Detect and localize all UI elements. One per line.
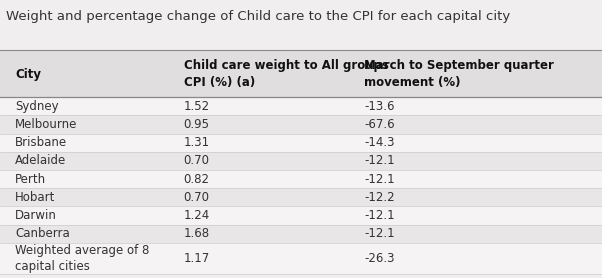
Text: Sydney: Sydney xyxy=(15,100,58,113)
Text: 0.70: 0.70 xyxy=(184,191,209,204)
Bar xyxy=(0,115,602,134)
Text: 1.24: 1.24 xyxy=(184,209,210,222)
Text: City: City xyxy=(15,68,41,81)
Text: -26.3: -26.3 xyxy=(364,252,395,265)
Text: Perth: Perth xyxy=(15,173,46,186)
Bar xyxy=(0,243,602,274)
Text: -13.6: -13.6 xyxy=(364,100,395,113)
Bar xyxy=(0,134,602,152)
Text: Hobart: Hobart xyxy=(15,191,55,204)
Text: March to September quarter
movement (%): March to September quarter movement (%) xyxy=(364,59,554,89)
Text: -12.1: -12.1 xyxy=(364,227,395,240)
Bar xyxy=(0,170,602,188)
Text: 1.52: 1.52 xyxy=(184,100,209,113)
Text: -14.3: -14.3 xyxy=(364,136,395,149)
Text: Canberra: Canberra xyxy=(15,227,70,240)
Text: -67.6: -67.6 xyxy=(364,118,395,131)
Text: -12.2: -12.2 xyxy=(364,191,395,204)
Text: Weighted average of 8
capital cities: Weighted average of 8 capital cities xyxy=(15,244,149,273)
Text: 0.70: 0.70 xyxy=(184,155,209,168)
Text: -12.1: -12.1 xyxy=(364,173,395,186)
Text: Child care weight to All groups
CPI (%) (a): Child care weight to All groups CPI (%) … xyxy=(184,59,388,89)
Bar xyxy=(0,152,602,170)
Text: 1.68: 1.68 xyxy=(184,227,209,240)
Text: Adelaide: Adelaide xyxy=(15,155,66,168)
Text: -12.1: -12.1 xyxy=(364,155,395,168)
Text: Weight and percentage change of Child care to the CPI for each capital city: Weight and percentage change of Child ca… xyxy=(6,10,510,23)
Bar xyxy=(0,51,602,97)
Bar xyxy=(0,188,602,207)
Text: Darwin: Darwin xyxy=(15,209,57,222)
Text: Melbourne: Melbourne xyxy=(15,118,78,131)
Text: -12.1: -12.1 xyxy=(364,209,395,222)
Text: 1.31: 1.31 xyxy=(184,136,209,149)
Bar xyxy=(0,207,602,225)
Text: 0.82: 0.82 xyxy=(184,173,209,186)
Bar xyxy=(0,225,602,243)
Text: 1.17: 1.17 xyxy=(184,252,210,265)
Bar xyxy=(0,97,602,115)
Text: 0.95: 0.95 xyxy=(184,118,209,131)
Text: Brisbane: Brisbane xyxy=(15,136,67,149)
